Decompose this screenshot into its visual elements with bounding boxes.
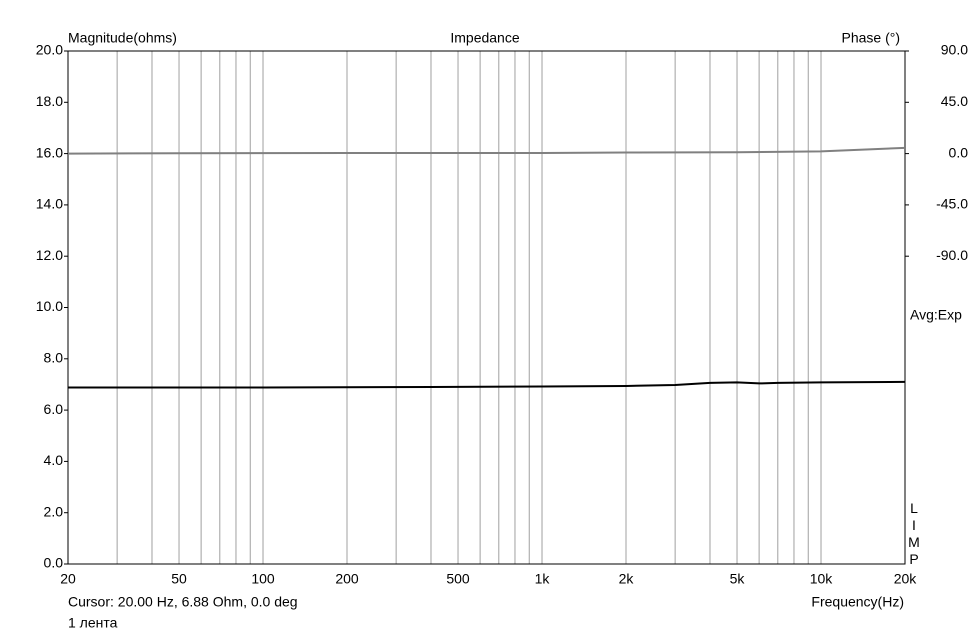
annotation: Avg:Exp <box>910 307 962 323</box>
footer: 1 лента <box>68 615 118 631</box>
y2-tick-label: -90.0 <box>936 247 968 263</box>
x-tick-label: 5k <box>730 571 746 587</box>
y-tick-label: 18.0 <box>36 93 63 109</box>
cursor-readout: Cursor: 20.00 Hz, 6.88 Ohm, 0.0 deg <box>68 594 298 610</box>
x-tick-label: 2k <box>619 571 635 587</box>
chart-title: Impedance <box>450 30 519 46</box>
y2-tick-label: 0.0 <box>949 144 969 160</box>
y2-axis-label: Phase (°) <box>841 30 900 46</box>
x-tick-label: 50 <box>171 571 187 587</box>
y-tick-label: 2.0 <box>44 503 64 519</box>
y-tick-label: 4.0 <box>44 452 64 468</box>
y2-tick-label: -45.0 <box>936 196 968 212</box>
x-tick-label: 20k <box>894 571 918 587</box>
y-tick-label: 12.0 <box>36 247 63 263</box>
x-tick-label: 100 <box>251 571 275 587</box>
y-tick-label: 8.0 <box>44 350 64 366</box>
y-tick-label: 20.0 <box>36 42 63 58</box>
x-tick-label: 10k <box>810 571 834 587</box>
x-tick-label: 1k <box>535 571 551 587</box>
series-line <box>67 146 906 155</box>
y-tick-label: 10.0 <box>36 298 63 314</box>
series-line <box>68 380 906 389</box>
brand: LIMP <box>906 500 922 568</box>
x-tick-label: 500 <box>446 571 470 587</box>
y-tick-label: 14.0 <box>36 196 63 212</box>
y2-tick-label: 45.0 <box>941 93 968 109</box>
x-tick-label: 20 <box>60 571 76 587</box>
plot-frame <box>67 50 906 565</box>
y2-tick-label: 90.0 <box>941 42 968 58</box>
x-tick-label: 200 <box>335 571 359 587</box>
y-tick-label: 16.0 <box>36 144 63 160</box>
y-tick-label: 0.0 <box>44 555 64 571</box>
x-axis-label: Frequency(Hz) <box>811 594 904 610</box>
y-axis-label: Magnitude(ohms) <box>68 30 177 46</box>
y-tick-label: 6.0 <box>44 401 64 417</box>
